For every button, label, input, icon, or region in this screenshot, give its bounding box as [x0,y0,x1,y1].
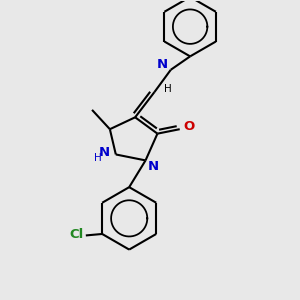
Text: N: N [99,146,110,159]
Text: N: N [157,58,168,71]
Text: Cl: Cl [69,228,83,242]
Text: H: H [164,84,172,94]
Text: O: O [183,120,194,133]
Text: N: N [147,160,158,173]
Text: H: H [94,153,101,163]
